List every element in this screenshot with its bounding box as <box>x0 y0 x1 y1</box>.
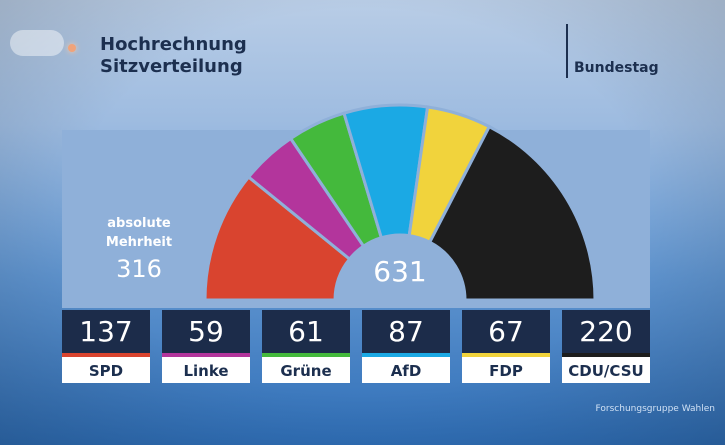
party-seats-fdp: 67 <box>462 310 550 353</box>
page-title: Hochrechnung Sitzverteilung <box>100 34 247 78</box>
party-name-fdp: FDP <box>462 357 550 383</box>
party-box-linke: 59 Linke <box>162 310 250 385</box>
party-box-gr-ne: 61 Grüne <box>262 310 350 385</box>
party-seats-linke: 59 <box>162 310 250 353</box>
source-credit: Forschungsgruppe Wahlen <box>595 404 715 414</box>
party-box-fdp: 67 FDP <box>462 310 550 385</box>
party-seats-spd: 137 <box>62 310 150 353</box>
majority-label-line-1: absolute <box>107 216 171 231</box>
party-name-spd: SPD <box>62 357 150 383</box>
seat-segment-spd <box>203 174 352 302</box>
live-indicator-dot <box>68 44 76 52</box>
party-color-stripe-gr-ne <box>262 353 350 357</box>
seat-segment-cdu-csu <box>427 124 597 302</box>
majority-label-line-2: Mehrheit <box>105 235 173 250</box>
party-box-cdu-csu: 220 CDU/CSU <box>562 310 650 385</box>
title-line-2: Sitzverteilung <box>100 56 243 77</box>
party-name-afd: AfD <box>362 357 450 383</box>
party-box-spd: 137 SPD <box>62 310 150 385</box>
party-color-stripe-afd <box>362 353 450 357</box>
absolute-majority: absolute Mehrheit 316 <box>84 214 194 284</box>
party-name-gr-ne: Grüne <box>262 357 350 383</box>
party-color-stripe-fdp <box>462 353 550 357</box>
party-box-afd: 87 AfD <box>362 310 450 385</box>
party-color-stripe-cdu-csu <box>562 353 650 357</box>
party-seats-cdu-csu: 220 <box>562 310 650 353</box>
title-line-1: Hochrechnung <box>100 34 247 55</box>
party-name-cdu-csu: CDU/CSU <box>562 357 650 383</box>
parliament-label: Bundestag <box>574 60 659 76</box>
broadcaster-logo <box>10 30 64 56</box>
party-color-stripe-spd <box>62 353 150 357</box>
majority-value: 316 <box>116 255 162 283</box>
header-divider <box>566 24 568 78</box>
party-seats-afd: 87 <box>362 310 450 353</box>
total-seats: 631 <box>373 255 427 288</box>
party-color-stripe-linke <box>162 353 250 357</box>
party-seats-gr-ne: 61 <box>262 310 350 353</box>
party-name-linke: Linke <box>162 357 250 383</box>
